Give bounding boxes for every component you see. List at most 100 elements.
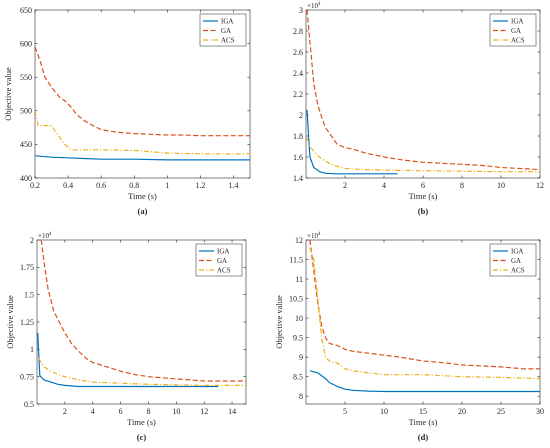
panel-b: Time (s) (b) 2 4 6 8 10 12 1.4 1.6 1.8 2 2.2 2.4 2.6…: [293, 2, 544, 216]
x-tick-label: 20: [458, 407, 466, 416]
y-tick-label: 2: [30, 236, 34, 245]
x-tick-label: 12: [536, 181, 544, 190]
panel-d: Objective value Time (s) (d) 5 10 15 20 25 30…: [274, 232, 544, 442]
panel-c: Objective value Time (s) (c) 2 4 6 8 10 12 140…: [5, 232, 247, 442]
y-tick-label: 10: [295, 314, 303, 323]
x-tick-label: 10: [380, 407, 388, 416]
series-line-acs: [37, 357, 246, 386]
y-axis-label: Objective value: [274, 295, 284, 349]
series-line-iga: [306, 109, 398, 175]
y-tick-label: 2.4: [293, 69, 303, 78]
y-tick-label: 1.8: [293, 132, 303, 141]
y-tick-label: 550: [20, 73, 32, 82]
legend-label-iga: IGA: [221, 18, 233, 26]
y-tick-label: 2: [299, 111, 303, 120]
y-tick-label: 1.5: [24, 290, 34, 299]
y-tick-label: 500: [20, 107, 32, 116]
x-tick-label: 12: [200, 407, 208, 416]
y-tick-label: 11.5: [289, 255, 303, 264]
x-axis-label: Time (s): [127, 417, 156, 427]
y-tick-label: 2.6: [293, 48, 303, 57]
x-tick-label: 30: [536, 407, 544, 416]
panel-caption: (b): [418, 206, 429, 216]
x-tick-label: 0.8: [129, 181, 139, 190]
legend-label-ga: GA: [221, 27, 231, 35]
y-tick-label: 11: [295, 275, 303, 284]
y-tick-label: 1.25: [20, 318, 34, 327]
legend-label-acs: ACS: [217, 267, 231, 275]
y-axis-label: Objective value: [3, 67, 13, 121]
y-tick-label: 3: [299, 6, 303, 15]
y-tick-label: 450: [20, 140, 32, 149]
series-line-iga: [37, 332, 219, 388]
series-line-ga: [306, 10, 540, 171]
legend-label-iga: IGA: [217, 248, 229, 256]
y-tick-label: 9: [299, 353, 303, 362]
series-line-acs: [35, 110, 250, 155]
x-tick-label: 6: [421, 181, 425, 190]
x-axis-label: Time (s): [409, 417, 438, 427]
series-line-ga: [35, 46, 250, 137]
y-exponent-label: ×104: [307, 2, 321, 10]
y-axis-label: Objective value: [5, 295, 15, 349]
legend-label-ga: GA: [511, 257, 521, 265]
x-tick-label: 8: [146, 407, 150, 416]
x-tick-label: 15: [419, 407, 427, 416]
y-tick-label: 8: [299, 392, 303, 401]
x-tick-label: 0.4: [63, 181, 73, 190]
x-tick-label: 0.2: [30, 181, 40, 190]
series-line-iga: [35, 155, 250, 161]
x-tick-label: 1: [165, 181, 169, 190]
y-tick-label: 1: [30, 345, 34, 354]
x-tick-label: 10: [497, 181, 505, 190]
x-axis-label: Time (s): [409, 191, 438, 201]
y-tick-label: 2.2: [293, 90, 303, 99]
y-exponent-label: ×104: [307, 232, 321, 240]
y-tick-label: 8.5: [293, 372, 303, 381]
series-line-ga: [40, 240, 246, 382]
y-tick-label: 650: [20, 6, 32, 15]
x-tick-label: 4: [91, 407, 95, 416]
y-tick-label: 10.5: [289, 294, 303, 303]
y-exponent-power: 4: [49, 232, 52, 237]
x-tick-label: 5: [343, 407, 347, 416]
x-tick-label: 2: [343, 181, 347, 190]
x-axis-label: Time (s): [128, 191, 157, 201]
panel-a: Objective value Time (s) (a) 0.2 0.4 0.6 0.…: [3, 6, 251, 216]
y-tick-label: 1.6: [293, 153, 303, 162]
y-tick-label: 1.4: [293, 174, 303, 183]
legend-label-iga: IGA: [511, 248, 523, 256]
y-exponent-power: 4: [318, 232, 321, 237]
y-exponent-power: 4: [318, 2, 321, 7]
legend-label-iga: IGA: [511, 18, 523, 26]
x-tick-label: 6: [119, 407, 123, 416]
y-tick-label: 9.5: [293, 333, 303, 342]
y-exponent-label: ×104: [38, 232, 52, 240]
legend-label-acs: ACS: [221, 37, 235, 45]
y-tick-label: 400: [20, 174, 32, 183]
y-tick-label: 2.8: [293, 27, 303, 36]
series-line-acs: [309, 247, 540, 380]
legend-label-acs: ACS: [511, 37, 525, 45]
panel-caption: (d): [418, 432, 429, 442]
legend-label-acs: ACS: [511, 267, 525, 275]
x-tick-label: 1.4: [228, 181, 238, 190]
plot-frame: [34, 9, 251, 179]
x-tick-label: 0.6: [96, 181, 106, 190]
legend-label-ga: GA: [511, 27, 521, 35]
y-tick-label: 0.75: [20, 372, 34, 381]
x-tick-label: 1.2: [195, 181, 205, 190]
y-tick-label: 0.5: [24, 400, 34, 409]
x-tick-label: 4: [382, 181, 386, 190]
x-tick-label: 2: [63, 407, 67, 416]
y-tick-label: 12: [295, 236, 303, 245]
panel-caption: (c): [137, 432, 147, 442]
y-tick-label: 600: [20, 39, 32, 48]
y-tick-label: 1.75: [20, 263, 34, 272]
legend-label-ga: GA: [217, 257, 227, 265]
panel-caption: (a): [138, 206, 148, 216]
x-tick-label: 25: [497, 407, 505, 416]
series-line-ga: [309, 240, 540, 370]
series-line-acs: [306, 137, 540, 173]
